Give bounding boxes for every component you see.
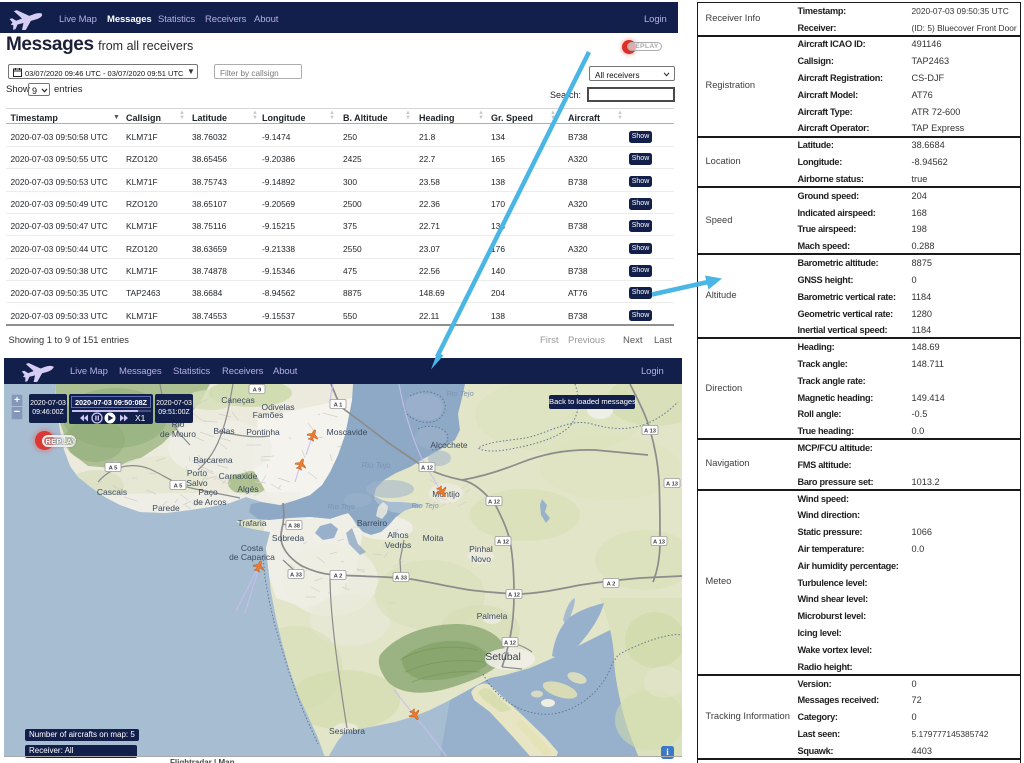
svg-text:A 5: A 5 bbox=[174, 484, 184, 490]
svg-text:Moscavide: Moscavide bbox=[327, 427, 368, 437]
svg-text:A 12: A 12 bbox=[508, 593, 520, 599]
svg-text:A 12: A 12 bbox=[488, 500, 500, 506]
svg-text:Salvo: Salvo bbox=[186, 478, 208, 488]
svg-text:A 12: A 12 bbox=[421, 466, 433, 472]
svg-text:Barcarena: Barcarena bbox=[193, 455, 232, 465]
svg-text:Porto: Porto bbox=[187, 468, 208, 478]
svg-text:A 2: A 2 bbox=[607, 582, 616, 588]
svg-text:Caneças: Caneças bbox=[221, 395, 255, 405]
svg-text:Montijo: Montijo bbox=[432, 489, 460, 499]
svg-text:de Mouro: de Mouro bbox=[160, 429, 196, 439]
svg-text:de Caparica: de Caparica bbox=[229, 552, 275, 562]
svg-text:Sesimbra: Sesimbra bbox=[329, 726, 365, 736]
svg-text:Rio: Rio bbox=[172, 419, 185, 429]
svg-text:Alcochete: Alcochete bbox=[430, 440, 468, 450]
svg-text:A 5: A 5 bbox=[109, 466, 119, 472]
svg-text:Palmela: Palmela bbox=[477, 611, 508, 621]
svg-text:Cascais: Cascais bbox=[97, 487, 127, 497]
svg-text:A 13: A 13 bbox=[644, 429, 657, 435]
svg-text:Parede: Parede bbox=[152, 503, 180, 513]
svg-text:Famões: Famões bbox=[253, 410, 284, 420]
svg-text:A 13: A 13 bbox=[666, 482, 679, 488]
svg-text:A 12: A 12 bbox=[497, 540, 509, 546]
svg-text:Barreiro: Barreiro bbox=[357, 518, 388, 528]
svg-text:Rio Tejo: Rio Tejo bbox=[411, 501, 438, 510]
svg-text:A 2: A 2 bbox=[334, 574, 343, 580]
svg-text:Trafaria: Trafaria bbox=[238, 518, 267, 528]
svg-text:A 9: A 9 bbox=[253, 388, 263, 394]
svg-text:Alhos: Alhos bbox=[387, 530, 408, 540]
svg-text:Moita: Moita bbox=[423, 533, 444, 543]
svg-text:Carnaxide: Carnaxide bbox=[219, 471, 258, 481]
svg-text:Odivelas: Odivelas bbox=[261, 402, 294, 412]
svg-text:Algés: Algés bbox=[237, 484, 258, 494]
svg-text:A 38: A 38 bbox=[288, 524, 301, 530]
svg-text:Rio Tejo: Rio Tejo bbox=[446, 389, 473, 398]
svg-text:Rio Tejo: Rio Tejo bbox=[361, 461, 391, 470]
svg-text:de Arcos: de Arcos bbox=[193, 497, 226, 507]
svg-text:Sobreda: Sobreda bbox=[272, 533, 304, 543]
svg-text:Novo: Novo bbox=[471, 554, 491, 564]
svg-text:A 33: A 33 bbox=[395, 576, 408, 582]
svg-text:Vedros: Vedros bbox=[385, 540, 411, 550]
svg-text:Pontinha: Pontinha bbox=[246, 427, 280, 437]
svg-text:Costa: Costa bbox=[241, 543, 263, 553]
svg-text:A 12: A 12 bbox=[504, 641, 516, 647]
svg-text:Paço: Paço bbox=[198, 487, 218, 497]
svg-text:Belas: Belas bbox=[213, 426, 234, 436]
svg-text:Pinhal: Pinhal bbox=[469, 544, 493, 554]
svg-text:Rio Tejo: Rio Tejo bbox=[327, 502, 354, 511]
svg-text:A 1: A 1 bbox=[334, 403, 344, 409]
svg-text:A 33: A 33 bbox=[290, 573, 303, 579]
svg-text:A 13: A 13 bbox=[653, 540, 666, 546]
svg-text:Setúbal: Setúbal bbox=[485, 651, 521, 663]
